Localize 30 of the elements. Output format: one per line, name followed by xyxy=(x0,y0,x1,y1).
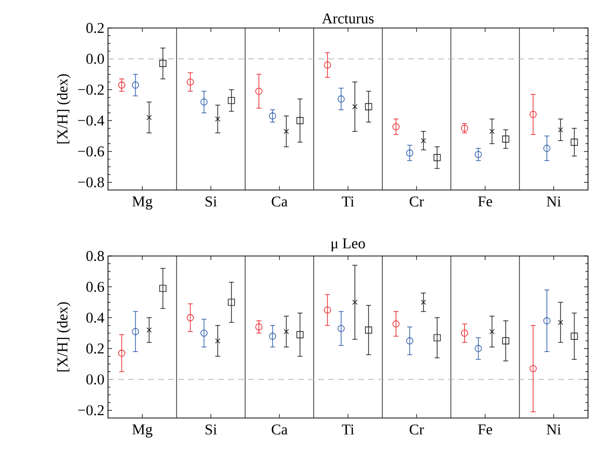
y-tick-label: 0.0 xyxy=(86,54,104,64)
chart-title: μ Leo xyxy=(332,238,365,252)
x-tick-label: Fe xyxy=(478,196,492,206)
y-tick-label: 0.6 xyxy=(86,282,104,292)
x-tick-label: Mg xyxy=(132,196,152,210)
y-tick-label: 0.2 xyxy=(86,22,104,34)
x-tick-label: Si xyxy=(206,424,217,435)
y-tick-label: −0.6 xyxy=(78,146,104,156)
chart-title: Arcturus xyxy=(322,13,374,24)
x-tick-label: Mg xyxy=(132,424,152,438)
x-tick-label: Cr xyxy=(410,424,424,435)
x-tick-label: Cr xyxy=(410,196,424,207)
x-tick-label: Si xyxy=(206,196,217,207)
x-tick-label: Ca xyxy=(272,196,288,207)
x-tick-label: Ca xyxy=(272,424,288,435)
x-tick-label: Ti xyxy=(342,196,354,206)
y-axis-title: [X/H] (dex) xyxy=(57,74,71,144)
y-tick-label: 0.4 xyxy=(86,312,104,323)
x-tick-label: Ti xyxy=(342,424,354,434)
y-tick-label: 0.2 xyxy=(86,343,104,354)
y-tick-label: −0.8 xyxy=(78,177,104,188)
y-tick-label: 0.0 xyxy=(86,374,104,384)
y-tick-label: −0.4 xyxy=(78,115,104,126)
x-tick-label: Ni xyxy=(546,196,561,206)
y-tick-label: −0.2 xyxy=(78,405,104,416)
y-tick-label: 0.8 xyxy=(86,250,104,262)
y-axis-title: [X/H] (dex) xyxy=(57,302,71,372)
x-tick-label: Fe xyxy=(478,424,492,434)
y-tick-label: −0.2 xyxy=(78,84,104,95)
x-tick-label: Ni xyxy=(546,424,561,434)
